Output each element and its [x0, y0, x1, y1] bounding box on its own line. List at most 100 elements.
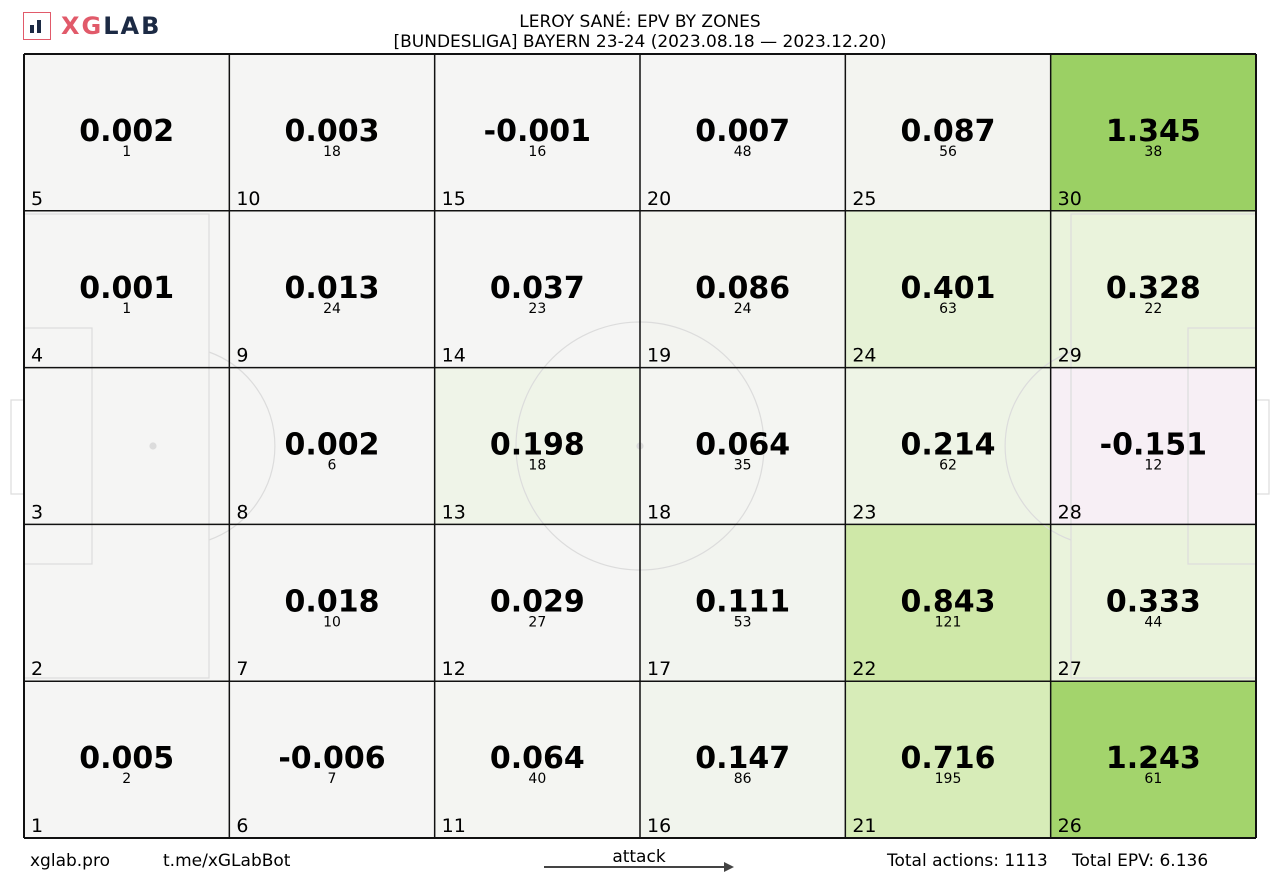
zone-id-label: 12	[442, 658, 466, 680]
zone-id-label: 29	[1058, 345, 1082, 367]
chart-title: LEROY SANÉ: EPV BY ZONES	[519, 12, 761, 32]
zone-cell-24	[845, 210, 1051, 368]
zone-epv-value: 0.087	[901, 114, 996, 149]
zone-id-label: 2	[31, 658, 43, 680]
zone-action-count: 35	[734, 458, 752, 474]
zone-action-count: 12	[1144, 458, 1162, 474]
zone-action-count: 53	[734, 614, 752, 630]
zone-epv-value: 0.005	[79, 741, 174, 776]
zone-action-count: 24	[323, 301, 341, 317]
footer-total-actions: Total actions: 1113	[887, 851, 1048, 871]
zone-epv-value: 0.001	[79, 271, 174, 306]
zone-action-count: 62	[939, 458, 957, 474]
zone-id-label: 14	[442, 345, 466, 367]
zone-id-label: 4	[31, 345, 43, 367]
zone-cell-2	[24, 524, 230, 682]
zone-action-count: 1	[122, 144, 131, 160]
zone-id-label: 11	[442, 815, 466, 837]
footer-bot[interactable]: t.me/xGLabBot	[163, 851, 291, 871]
zone-cell-14	[434, 210, 640, 368]
zone-id-label: 21	[852, 815, 876, 837]
zone-action-count: 44	[1144, 614, 1162, 630]
zone-action-count: 22	[1144, 301, 1162, 317]
zone-cell-13	[434, 367, 640, 525]
zone-cell-29	[1050, 210, 1256, 368]
zone-cell-22	[845, 524, 1051, 682]
logo-letter-g: G	[81, 12, 104, 40]
zone-cell-15	[434, 54, 640, 211]
zone-id-label: 8	[236, 501, 248, 523]
zone-id-label: 10	[236, 188, 260, 210]
zone-epv-value: 0.003	[285, 114, 380, 149]
zone-action-count: 27	[528, 614, 546, 630]
zone-action-count: 56	[939, 144, 957, 160]
zone-labels: 10.00522340.001150.00216-0.006770.018108…	[31, 114, 1207, 837]
zone-cell-19	[640, 210, 846, 368]
zone-action-count: 10	[323, 614, 341, 630]
zone-epv-value: -0.001	[484, 114, 591, 149]
zone-action-count: 121	[935, 614, 962, 630]
zone-cell-9	[229, 210, 435, 368]
zone-epv-value: 0.716	[901, 741, 996, 776]
zone-action-count: 7	[328, 771, 337, 787]
zone-id-label: 5	[31, 188, 43, 210]
zone-id-label: 30	[1058, 188, 1082, 210]
zone-epv-value: 0.002	[79, 114, 174, 149]
zone-id-label: 19	[647, 345, 671, 367]
zone-epv-value: 0.007	[695, 114, 790, 149]
zone-id-label: 25	[852, 188, 876, 210]
zone-cell-21	[845, 681, 1051, 838]
zone-id-label: 26	[1058, 815, 1082, 837]
zone-action-count: 40	[528, 771, 546, 787]
zone-action-count: 86	[734, 771, 752, 787]
zone-id-label: 1	[31, 815, 43, 837]
logo-letters-lab: LAB	[103, 12, 162, 40]
zone-cell-26	[1050, 681, 1256, 838]
zone-cell-16	[640, 681, 846, 838]
zone-epv-value: -0.151	[1100, 428, 1207, 463]
zone-action-count: 48	[734, 144, 752, 160]
zone-cell-4	[24, 210, 230, 368]
zone-cells	[24, 54, 1256, 838]
zone-cell-25	[845, 54, 1051, 211]
zone-epv-value: -0.006	[278, 741, 385, 776]
zone-id-label: 17	[647, 658, 671, 680]
zone-cell-28	[1050, 367, 1256, 525]
zone-cell-1	[24, 681, 230, 838]
zone-id-label: 7	[236, 658, 248, 680]
zone-id-label: 15	[442, 188, 466, 210]
zone-id-label: 9	[236, 345, 248, 367]
chart-subtitle: [BUNDESLIGA] BAYERN 23-24 (2023.08.18 — …	[393, 32, 887, 52]
zone-id-label: 27	[1058, 658, 1082, 680]
zone-id-label: 20	[647, 188, 671, 210]
zone-id-label: 13	[442, 501, 466, 523]
zone-cell-23	[845, 367, 1051, 525]
footer-total-epv: Total EPV: 6.136	[1072, 851, 1209, 871]
zone-action-count: 18	[528, 458, 546, 474]
footer-site[interactable]: xglab.pro	[30, 851, 110, 871]
zone-action-count: 24	[734, 301, 752, 317]
zone-action-count: 61	[1144, 771, 1162, 787]
zone-cell-3	[24, 367, 230, 525]
zone-action-count: 1	[122, 301, 131, 317]
zone-epv-value: 0.111	[695, 584, 790, 619]
zone-epv-value: 0.086	[695, 271, 790, 306]
zone-id-label: 28	[1058, 501, 1082, 523]
zone-epv-value: 0.018	[285, 584, 380, 619]
zone-epv-value: 0.147	[695, 741, 790, 776]
zone-cell-11	[434, 681, 640, 838]
zone-grid-lines	[23, 53, 1257, 839]
zone-epv-value: 0.333	[1106, 584, 1201, 619]
zone-action-count: 18	[323, 144, 341, 160]
zone-cell-10	[229, 54, 435, 211]
zone-action-count: 38	[1144, 144, 1162, 160]
zone-cell-8	[229, 367, 435, 525]
zone-id-label: 16	[647, 815, 671, 837]
zone-action-count: 23	[528, 301, 546, 317]
zone-id-label: 18	[647, 501, 671, 523]
zone-cell-5	[24, 54, 230, 211]
zone-epv-value: 0.064	[695, 428, 790, 463]
zone-id-label: 3	[31, 501, 43, 523]
zone-cell-30	[1050, 54, 1256, 211]
